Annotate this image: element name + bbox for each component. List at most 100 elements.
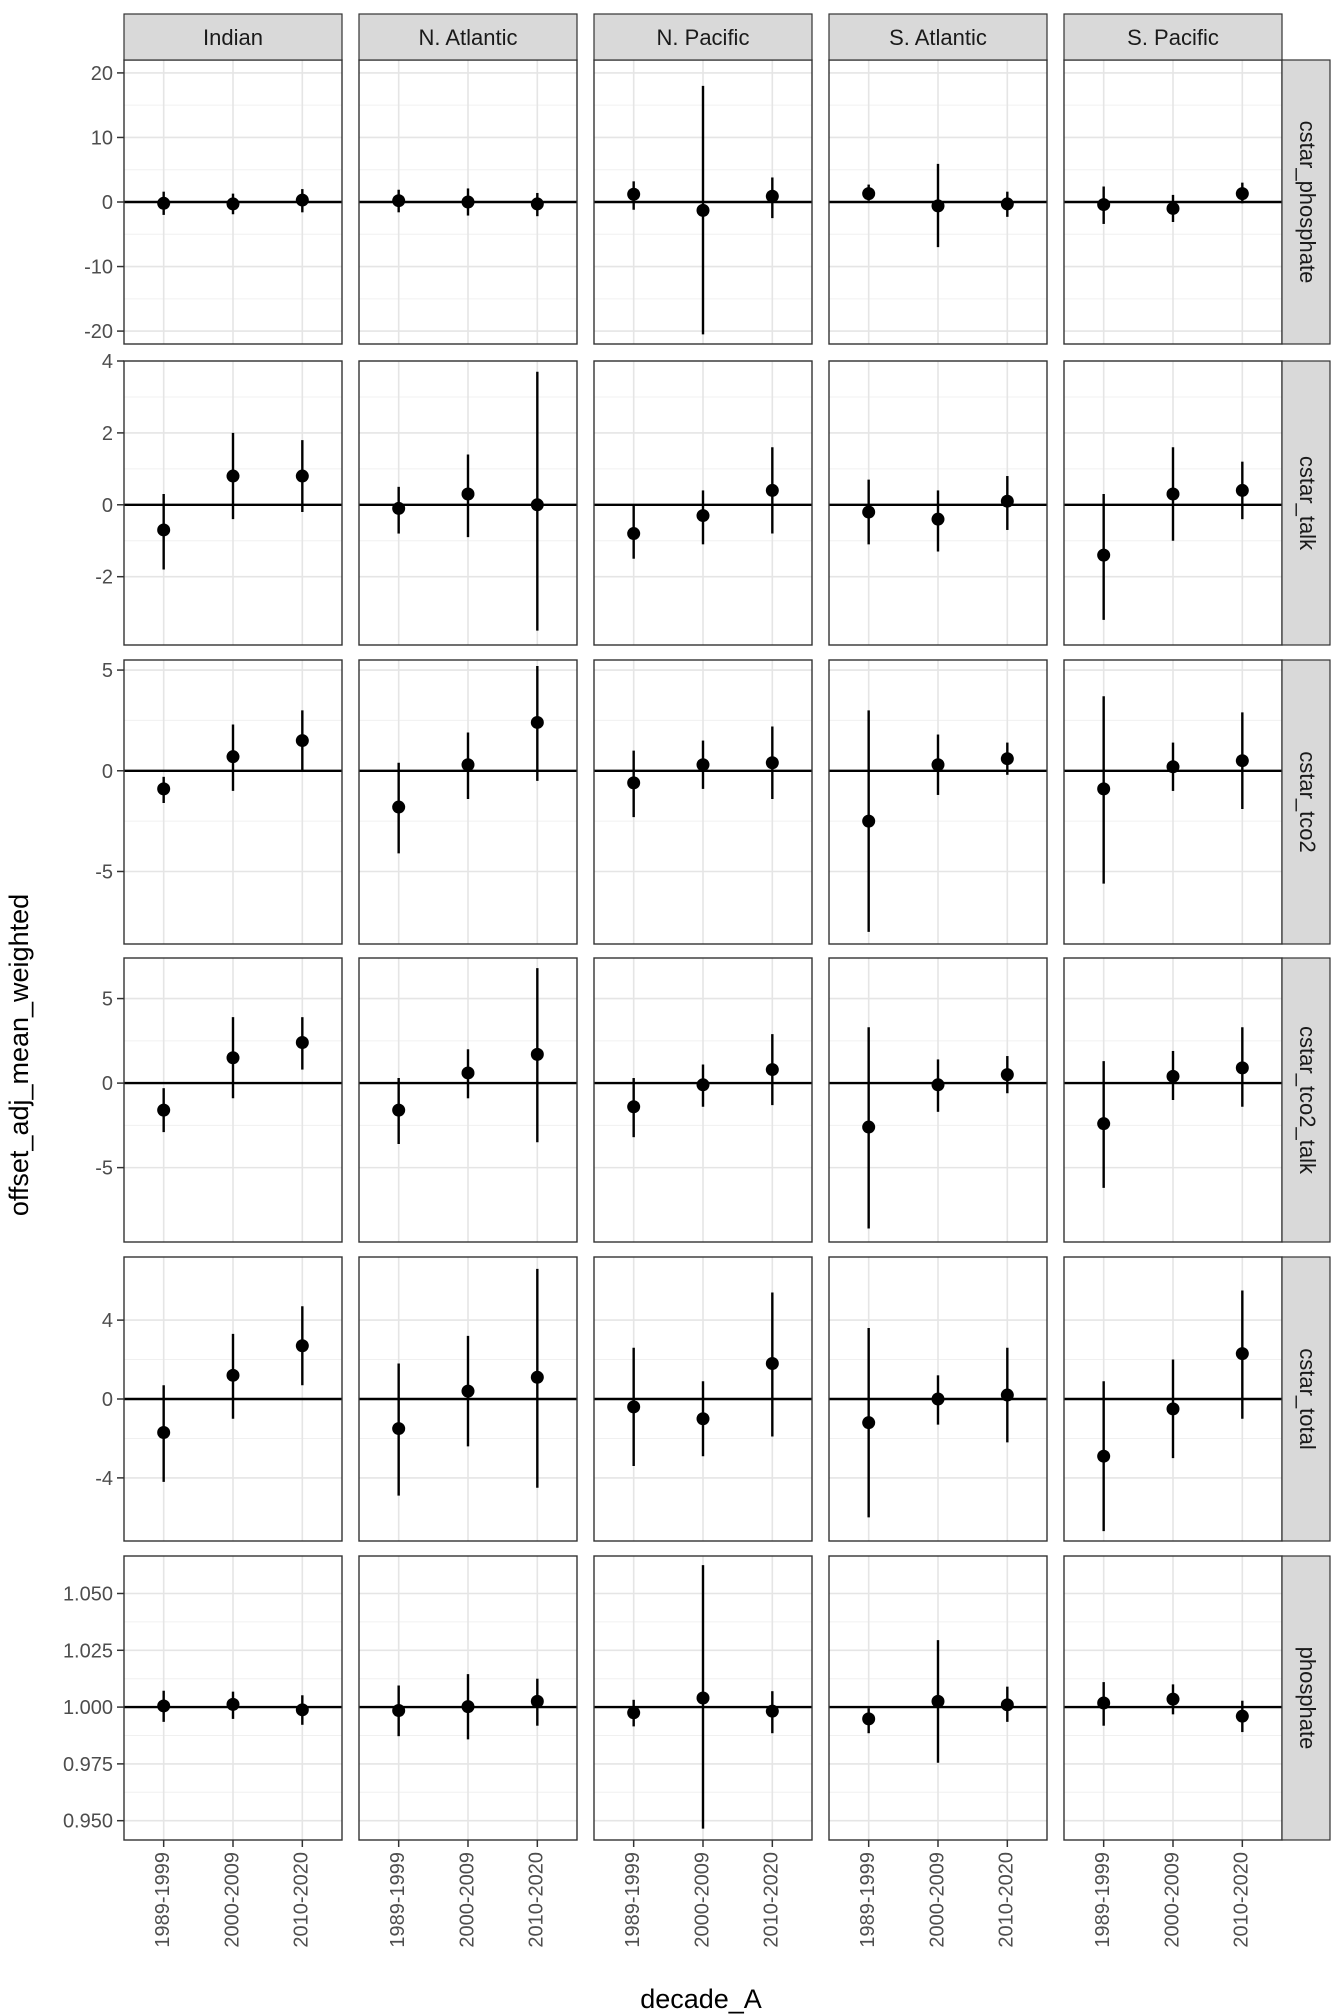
panel-2-2 — [593, 659, 813, 945]
data-point-1-3-0 — [862, 505, 876, 519]
panel-2-0 — [123, 659, 343, 945]
data-point-4-3-0 — [862, 1416, 876, 1430]
panel-border-1-1 — [358, 360, 578, 646]
data-point-3-4-0 — [1097, 1117, 1111, 1131]
data-point-1-0-0 — [157, 523, 171, 537]
data-point-4-4-2 — [1235, 1347, 1249, 1361]
data-point-5-0-2 — [295, 1703, 309, 1717]
data-point-4-2-0 — [627, 1400, 641, 1414]
y-tick-label-5-4: 1.050 — [63, 1583, 113, 1605]
data-point-4-3-2 — [1000, 1388, 1014, 1402]
panel-border-4-2 — [593, 1256, 813, 1542]
data-point-3-0-0 — [157, 1103, 171, 1117]
data-point-3-1-1 — [461, 1066, 475, 1080]
panel-5-0 — [123, 1555, 343, 1841]
panel-2-1 — [358, 659, 578, 945]
row-strips: cstar_phosphate cstar_talk cstar_tco2cstar… — [1281, 59, 1331, 1841]
panel-3-1 — [358, 957, 578, 1243]
y-tick-label-2-1: 0 — [102, 761, 113, 783]
column-strip-label-2: N. Pacific — [657, 25, 750, 50]
panel-5-3 — [828, 1555, 1048, 1841]
data-point-3-1-2 — [530, 1047, 544, 1061]
data-point-2-2-1 — [696, 758, 710, 772]
panel-border-1-0 — [123, 360, 343, 646]
panel-2-3 — [828, 659, 1048, 945]
panel-5-1 — [358, 1555, 578, 1841]
data-point-2-4-1 — [1166, 760, 1180, 774]
data-point-3-2-1 — [696, 1078, 710, 1092]
y-tick-label-1-0: -2 — [95, 567, 113, 589]
column-strip-label-3: S. Atlantic — [889, 25, 987, 50]
data-point-1-4-1 — [1166, 487, 1180, 501]
y-tick-label-4-2: 4 — [102, 1310, 113, 1332]
row-strip-bg-4 — [1281, 1256, 1331, 1542]
y-tick-label-5-2: 1.000 — [63, 1697, 113, 1719]
row-strip-bg-3 — [1281, 957, 1331, 1243]
data-point-0-1-1 — [461, 195, 475, 209]
panel-1-4 — [1063, 360, 1283, 646]
data-point-2-0-0 — [157, 782, 171, 796]
data-point-3-0-1 — [226, 1051, 240, 1065]
data-point-4-3-1 — [931, 1392, 945, 1406]
data-point-2-0-2 — [295, 734, 309, 748]
panel-1-2 — [593, 360, 813, 646]
column-strip-bg-2 — [593, 13, 813, 61]
x-tick-label-0-2: 2010-2020 — [291, 1852, 313, 1948]
data-point-4-2-2 — [765, 1357, 779, 1370]
data-point-3-3-0 — [862, 1120, 876, 1134]
data-point-0-3-2 — [1000, 197, 1014, 211]
data-point-5-0-1 — [226, 1697, 240, 1711]
x-tick-label-3-1: 2000-2009 — [926, 1852, 948, 1948]
data-point-4-0-0 — [157, 1426, 171, 1440]
data-point-1-4-2 — [1235, 483, 1249, 497]
data-point-4-1-2 — [530, 1370, 544, 1384]
y-tick-label-1-2: 2 — [102, 423, 113, 445]
x-tick-label-4-2: 2010-2020 — [1231, 1852, 1253, 1948]
panel-0-0 — [123, 59, 343, 345]
row-strip-label-2: cstar_tco2 — [1295, 751, 1320, 853]
data-point-2-4-0 — [1097, 782, 1111, 796]
data-point-1-0-1 — [226, 469, 240, 483]
data-point-5-3-1 — [931, 1694, 945, 1708]
panel-1-3 — [828, 360, 1048, 646]
y-tick-label-0-2: 0 — [102, 192, 113, 214]
data-point-1-4-0 — [1097, 548, 1111, 562]
data-point-1-3-2 — [1000, 494, 1014, 508]
panel-3-2 — [593, 957, 813, 1243]
data-point-0-2-0 — [627, 187, 641, 201]
data-point-0-1-2 — [530, 197, 544, 211]
panel-border-3-3 — [828, 957, 1048, 1243]
x-tick-label-2-0: 1989-1999 — [622, 1852, 644, 1948]
data-point-0-2-1 — [696, 203, 710, 217]
y-tick-label-2-2: 5 — [102, 660, 113, 682]
panel-0-2 — [593, 59, 813, 345]
row-strip-bg-5 — [1281, 1555, 1331, 1841]
panel-border-3-2 — [593, 957, 813, 1243]
data-point-0-3-0 — [862, 187, 876, 201]
column-strip-bg-4 — [1063, 13, 1283, 61]
data-point-5-2-0 — [627, 1706, 641, 1720]
panel-5-2 — [593, 1555, 813, 1841]
y-tick-label-0-3: 10 — [91, 127, 113, 149]
data-point-3-0-2 — [295, 1036, 309, 1050]
y-axes: -20-1001020-2024-505-505-4040.9500.9751.… — [63, 63, 124, 1833]
data-point-0-1-0 — [392, 194, 406, 208]
column-strip-bg-0 — [123, 13, 343, 61]
panel-2-4 — [1063, 659, 1283, 945]
data-point-0-4-2 — [1235, 187, 1249, 201]
data-point-3-1-0 — [392, 1103, 406, 1117]
panel-5-4 — [1063, 1555, 1283, 1841]
data-point-4-4-0 — [1097, 1449, 1111, 1463]
facet-panels — [123, 59, 1283, 1841]
column-strip-label-0: Indian — [203, 25, 263, 50]
data-point-3-4-1 — [1166, 1069, 1180, 1083]
panel-0-4 — [1063, 59, 1283, 345]
data-point-0-4-1 — [1166, 201, 1180, 215]
panel-border-1-3 — [828, 360, 1048, 646]
data-point-0-4-0 — [1097, 198, 1111, 212]
column-strip-bg-1 — [358, 13, 578, 61]
y-tick-label-5-3: 1.025 — [63, 1640, 113, 1662]
y-tick-label-0-1: -10 — [84, 257, 113, 279]
x-tick-label-0-1: 2000-2009 — [221, 1852, 243, 1948]
panel-3-0 — [123, 957, 343, 1243]
